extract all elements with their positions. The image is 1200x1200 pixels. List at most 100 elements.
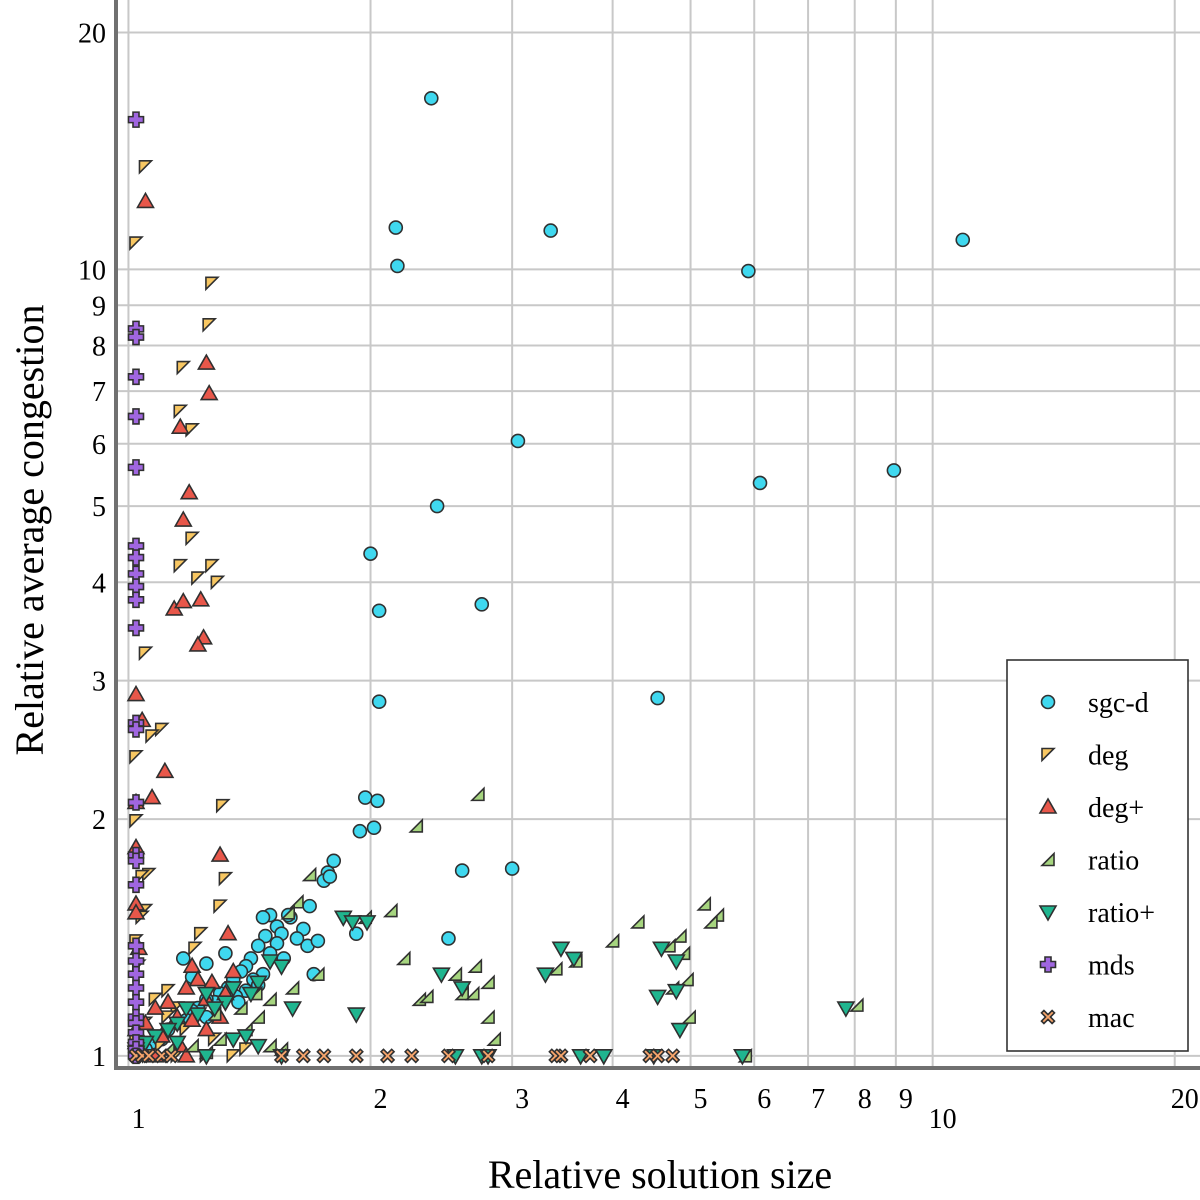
- sgc-d-point: [371, 694, 387, 710]
- deg-point: [202, 318, 218, 333]
- sgc-d-point: [741, 263, 756, 279]
- y-tick-label: 4: [92, 568, 106, 599]
- ratio+-point: [260, 954, 280, 971]
- deg+-point: [179, 483, 199, 500]
- ratio+-point: [836, 1001, 856, 1018]
- sgc-d-point: [504, 861, 520, 876]
- ratio-point: [629, 913, 645, 929]
- y-tick-labels: 1 2 3 4 5 6 7 8 9 10 20: [78, 19, 106, 1073]
- x-tick-label: 7: [811, 1084, 825, 1115]
- y-tick-label: 8: [92, 332, 106, 363]
- deg+-point: [199, 383, 219, 401]
- ratio-point: [408, 818, 424, 833]
- x-tick-label: 10: [929, 1104, 957, 1135]
- x-tick-label: 2: [374, 1084, 388, 1115]
- ratio-point: [547, 960, 563, 976]
- mac-point: [163, 1048, 179, 1064]
- sgc-d-point: [429, 498, 445, 514]
- x-tick-label: 8: [858, 1084, 872, 1115]
- ratio+-point: [167, 1035, 187, 1053]
- mac-point: [141, 1048, 157, 1064]
- sgc-d-point: [363, 546, 378, 561]
- mac-point: [273, 1048, 290, 1064]
- ratio-point: [233, 1000, 248, 1015]
- ratio+-point: [248, 1038, 268, 1056]
- ratio+-point: [432, 967, 451, 984]
- sgc-d-point: [322, 869, 338, 884]
- legend-label: ratio: [1088, 846, 1139, 877]
- y-tick-label: 5: [92, 492, 106, 523]
- legend-label: sgc-d: [1088, 688, 1149, 719]
- deg+-point: [126, 684, 146, 702]
- sgc-d-point: [302, 898, 317, 914]
- ratio-point: [480, 974, 495, 990]
- ratio-point: [262, 1037, 277, 1053]
- mac-point: [553, 1048, 569, 1064]
- deg-point: [193, 926, 209, 942]
- mac-point: [295, 1048, 311, 1064]
- ratio+-point: [670, 1022, 690, 1040]
- deg-point: [161, 983, 176, 999]
- deg-point: [205, 558, 220, 574]
- ratio+-point: [594, 1049, 614, 1066]
- ratio+-point: [272, 959, 291, 976]
- ratio+-point: [205, 1001, 225, 1018]
- deg-point: [215, 798, 231, 814]
- legend-label: ratio+: [1088, 898, 1155, 929]
- deg+-point: [173, 510, 193, 527]
- legend-label: deg: [1088, 741, 1128, 772]
- sgc-d-point: [454, 863, 470, 878]
- deg+-point: [155, 761, 175, 779]
- x-tick-label: 3: [515, 1084, 529, 1115]
- sgc-d-point: [366, 820, 382, 836]
- ratio+-point: [648, 989, 667, 1007]
- x-tick-labels: 1 2 3 4 5 6 7 8 9 10 20: [131, 1084, 1198, 1135]
- deg-point: [129, 749, 144, 765]
- deg-point: [226, 1049, 242, 1064]
- series-deg+: [126, 191, 243, 1063]
- mac-point: [440, 1048, 457, 1064]
- ratio-point: [212, 1031, 227, 1046]
- legend-marker-ratio+: [1038, 905, 1058, 922]
- deg+-point: [142, 787, 162, 805]
- series-mac: [128, 1048, 681, 1064]
- ratio-point: [480, 1009, 495, 1024]
- legend-marker-mac: [1040, 1009, 1056, 1025]
- ratio-point: [848, 997, 864, 1012]
- deg+-point: [218, 924, 238, 941]
- mds-point: [127, 619, 145, 637]
- legend-label: deg+: [1088, 793, 1144, 824]
- sgc-d-point: [390, 258, 405, 274]
- deg+-point: [145, 998, 165, 1015]
- ratio-point: [447, 966, 463, 981]
- ratio+-point: [452, 981, 472, 998]
- deg-point: [176, 360, 192, 376]
- mds-point: [127, 852, 145, 870]
- mac-point: [582, 1048, 598, 1064]
- ratio+-point: [188, 1007, 208, 1024]
- deg-point: [213, 899, 229, 915]
- mds-point: [127, 408, 145, 425]
- legend-marker-sgc-d: [1040, 694, 1056, 710]
- mac-point: [379, 1048, 396, 1064]
- deg-point: [173, 558, 189, 574]
- mds-point: [127, 965, 145, 983]
- ratio-point: [309, 966, 325, 981]
- mds-point: [127, 549, 145, 566]
- deg+-point: [126, 903, 146, 920]
- deg-point: [210, 575, 226, 591]
- deg-point: [161, 1010, 176, 1026]
- mds-point: [127, 591, 145, 609]
- legend-box: [1006, 659, 1189, 1052]
- ratio-point: [395, 950, 411, 966]
- x-tick-label: 20: [1171, 1084, 1199, 1115]
- deg+-point: [136, 191, 155, 209]
- ratio+-point: [652, 941, 671, 958]
- x-tick-label: 6: [757, 1084, 771, 1115]
- deg+-point: [202, 972, 222, 990]
- ratio-point: [671, 928, 687, 943]
- ratio+-point: [551, 941, 571, 958]
- y-tick-label: 6: [92, 430, 106, 461]
- sgc-d-point: [543, 223, 558, 238]
